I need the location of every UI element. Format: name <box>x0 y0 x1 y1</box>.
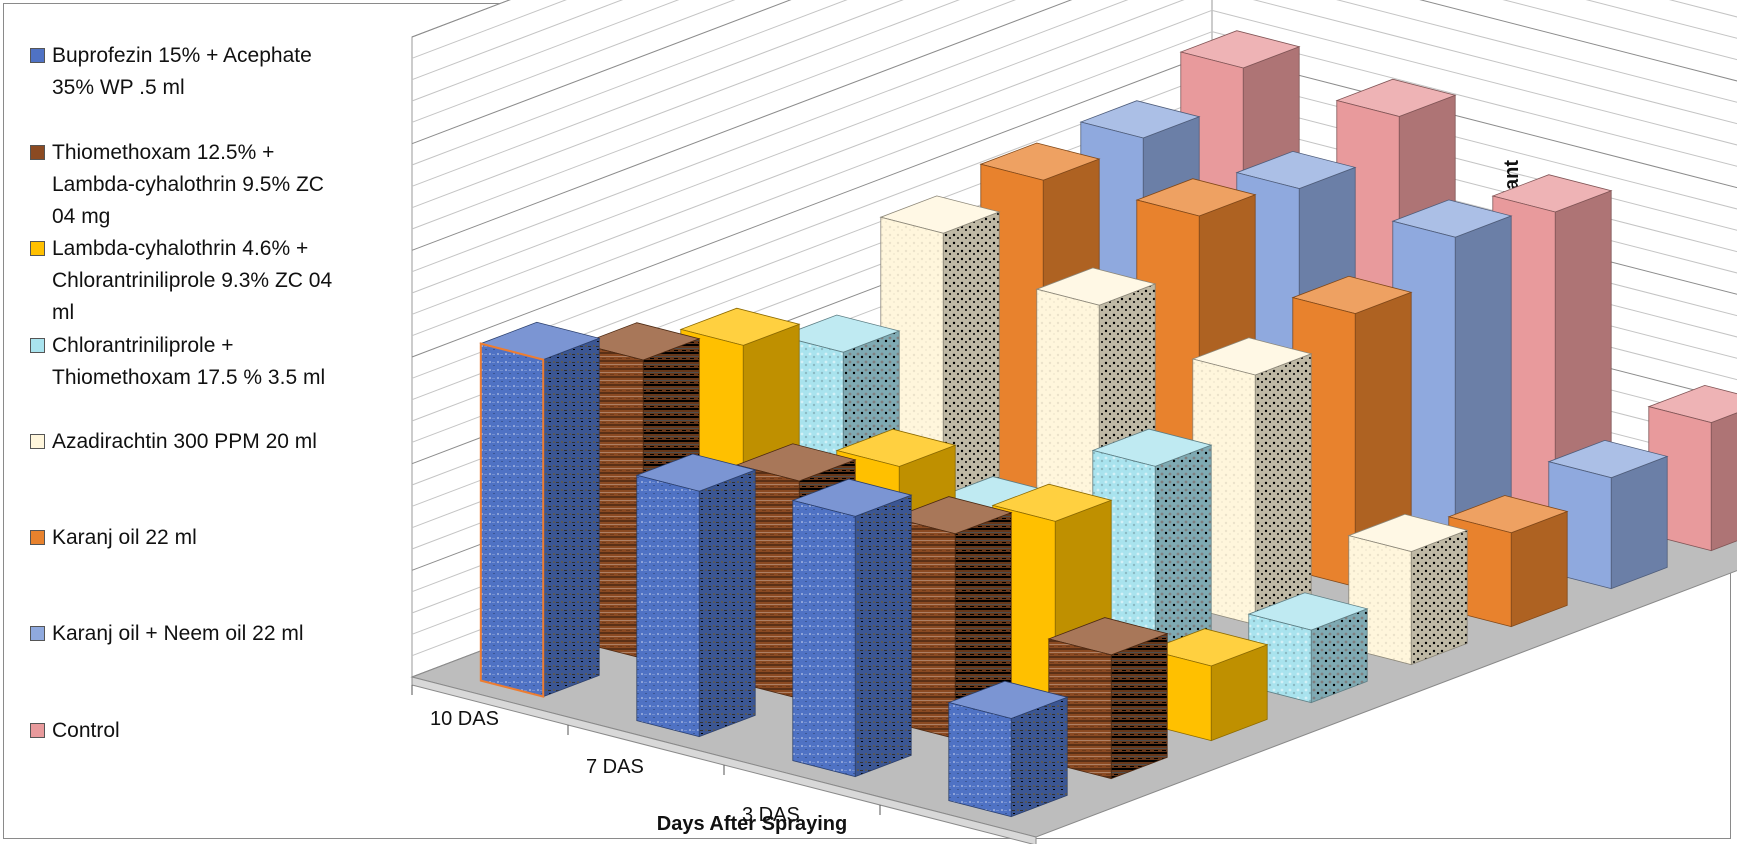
legend-swatch <box>30 434 45 449</box>
legend-swatch <box>30 626 45 641</box>
gridline <box>411 9 1213 315</box>
legend-label: Lambda-cyhalothrin 4.6% + Chlorantrinili… <box>52 237 333 324</box>
gridline <box>1211 95 1737 231</box>
gridline <box>411 0 792 145</box>
legend-label: Thiomethoxam 12.5% + Lambda-cyhalothrin … <box>52 141 324 228</box>
bars <box>479 30 1737 818</box>
bar-side <box>1610 455 1668 590</box>
gridline <box>1211 52 1737 189</box>
gridline <box>411 0 567 59</box>
legend-label: Buprofezin 15% + Acephate 35% WP .5 ml <box>52 44 312 99</box>
bar-side <box>1710 412 1737 552</box>
legend-item-azadirachtin: Azadirachtin 300 PPM 20 ml <box>30 426 352 458</box>
gridline <box>411 0 624 81</box>
gridline <box>411 0 1017 230</box>
bar-front <box>948 701 1012 818</box>
legend-swatch <box>30 145 45 160</box>
gridline <box>411 0 848 166</box>
gridline <box>411 0 904 187</box>
gridline <box>411 0 960 209</box>
bar-front <box>636 474 700 738</box>
bar-side <box>698 469 756 738</box>
legend-item-karanj-oil: Karanj oil 22 ml <box>30 522 352 554</box>
gridline <box>1419 0 1737 82</box>
legend-swatch <box>30 48 45 63</box>
bar-side <box>1254 353 1312 626</box>
bar <box>791 478 913 778</box>
legend-swatch <box>30 723 45 738</box>
x-tick-label: 3 DAS <box>742 804 800 826</box>
bar-front <box>792 499 856 778</box>
legend-item-thiomethoxam-lambda: Thiomethoxam 12.5% + Lambda-cyhalothrin … <box>30 137 352 233</box>
gridline <box>411 0 680 102</box>
legend-label: Karanj oil + Neem oil 22 ml <box>52 622 304 645</box>
legend-label: Control <box>52 719 120 742</box>
bar-side <box>542 337 600 698</box>
gridline <box>411 0 1073 251</box>
bar-side <box>854 494 912 778</box>
floor-edge <box>411 676 1037 844</box>
bar <box>479 321 601 698</box>
legend-item-karanj-neem: Karanj oil + Neem oil 22 ml <box>30 618 352 650</box>
bar-side <box>1410 529 1468 666</box>
gridline <box>411 31 1213 337</box>
gridline <box>411 0 736 123</box>
gridline <box>1668 0 1737 18</box>
legend-label: Karanj oil 22 ml <box>52 526 197 549</box>
gridline <box>411 0 1185 294</box>
gridline <box>411 0 1129 273</box>
gridline <box>1211 9 1737 146</box>
legend-item-chlorantraniliprole-thiomethoxam: Chlorantriniliprole + Thiomethoxam 17.5 … <box>30 330 352 394</box>
x-axis-title: Days After Spraying <box>657 813 847 835</box>
legend-swatch <box>30 241 45 256</box>
x-tick-label: 7 DAS <box>586 756 644 778</box>
bar <box>947 680 1069 818</box>
gridline <box>1336 0 1737 103</box>
gridline <box>1211 31 1737 167</box>
gridline <box>1585 0 1737 39</box>
bar <box>1047 617 1169 780</box>
gridline <box>1252 0 1737 125</box>
bar <box>635 453 757 738</box>
legend-item-lambda-chlorantraniliprole: Lambda-cyhalothrin 4.6% + Chlorantrinili… <box>30 233 352 329</box>
legend-swatch <box>30 530 45 545</box>
legend-item-control: Control <box>30 715 352 747</box>
gridline <box>1502 0 1737 61</box>
gridline <box>1211 73 1737 210</box>
x-tick-label: 10 DAS <box>430 708 499 730</box>
legend-item-buprofezin: Buprofezin 15% + Acephate 35% WP .5 ml <box>30 40 352 104</box>
bar-front <box>479 342 545 698</box>
bar-side <box>1110 633 1168 780</box>
legend-swatch <box>30 338 45 353</box>
legend-label: Chlorantriniliprole + Thiomethoxam 17.5 … <box>52 334 326 389</box>
bar <box>1191 337 1313 626</box>
legend-label: Azadirachtin 300 PPM 20 ml <box>52 430 317 453</box>
gridline <box>411 52 1213 358</box>
